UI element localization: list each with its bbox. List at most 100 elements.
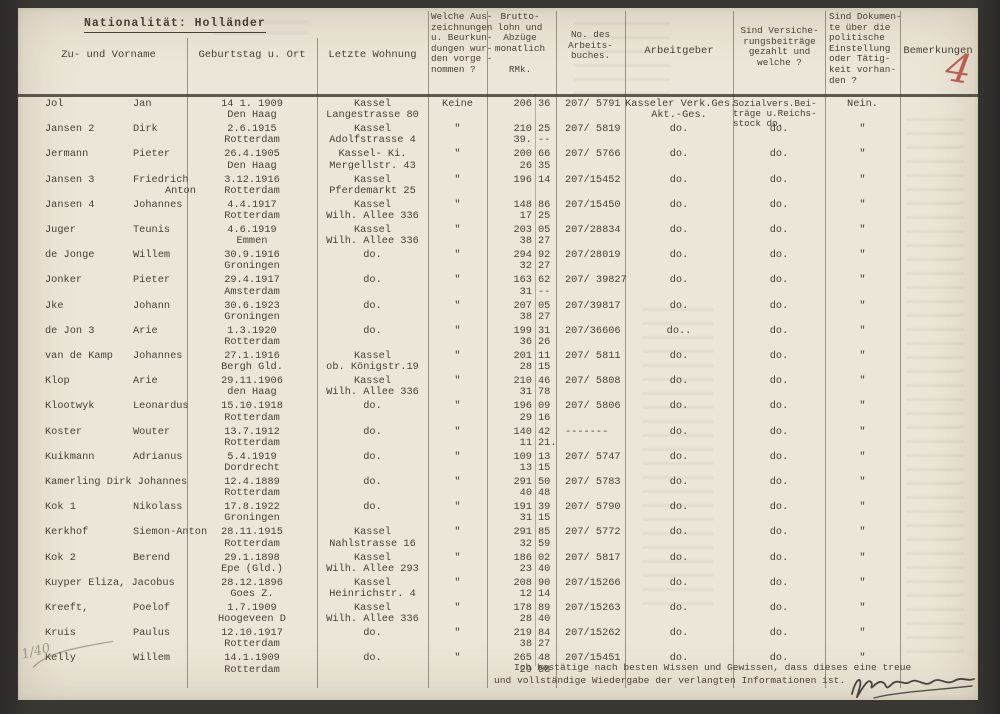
column-header-workbook: No. des Arbeits-buches. [568, 29, 613, 62]
surname: Koster [45, 425, 83, 438]
surname: Kuyper Eliza, Jacobus [45, 576, 175, 589]
documents-cell: " [859, 400, 866, 413]
employer-cell: do. [669, 198, 689, 211]
employer-cell: do. [669, 602, 689, 614]
insurance-cell: do. [769, 476, 789, 488]
column-header-documents: Sind Dokumen-te über die politische Einste… [829, 11, 902, 86]
award-cell: " [454, 551, 461, 564]
wage-cell: 196 09 29 16 [513, 400, 551, 424]
surname: Kerkhof [45, 526, 89, 539]
first-name: Nikolass [133, 501, 183, 514]
column-rule [825, 11, 826, 688]
table-row: Kuikmann Adrianus 5.4.1919 Dordrecht do. " 109… [18, 451, 978, 477]
documents-cell: " [859, 173, 866, 186]
table-row: Koster Wouter 13.7.1912 Rotterdam do. " 140 42 1… [18, 426, 978, 452]
award-cell: " [454, 576, 461, 589]
award-cell: " [454, 198, 461, 211]
residence-cell: Kassel Wilh. Allee 336 [326, 198, 419, 222]
birth-cell: 27.1.1916 Bergh Gld. [221, 350, 283, 374]
employer-cell: do. [669, 274, 689, 287]
residence-cell: do. [363, 627, 382, 640]
award-cell: " [454, 425, 461, 438]
first-name: Poelof [133, 602, 171, 614]
insurance-cell: do. [769, 551, 789, 564]
wage-cell: 201 11 28 15 [513, 350, 551, 374]
first-name: Wouter [133, 425, 171, 438]
birth-cell: 17.8.1922 Groningen [224, 501, 280, 525]
insurance-cell: do. [769, 425, 789, 438]
header-rule [18, 94, 978, 97]
workbook-cell: 207/15452 [565, 173, 621, 186]
birth-cell: 3.12.1916 Rotterdam [224, 173, 280, 197]
residence-cell: do. [363, 450, 382, 463]
first-name: Adrianus [133, 450, 183, 463]
workbook-cell: 207/39817 [565, 299, 621, 312]
employer-cell: Kasseler Verk.Ges. Akt.-Ges. [625, 98, 737, 122]
insurance-cell: do. [769, 400, 789, 413]
employer-cell: do. [669, 249, 689, 262]
workbook-cell: 207/ 5806 [565, 400, 621, 413]
insurance-cell: do. [769, 450, 789, 463]
bleed-through-smudge [574, 22, 670, 94]
certification-statement: Ich bestätige nach besten Wissen und Gew… [494, 661, 911, 687]
employer-cell: do. [669, 450, 689, 463]
wage-cell: 291 50 40 48 [513, 476, 551, 500]
first-name: Arie [133, 375, 158, 388]
workbook-cell: 207/ 39827 [565, 274, 627, 287]
first-name: Berend [133, 551, 171, 564]
insurance-cell: do. [769, 350, 789, 362]
wage-cell: 191 39 31 15 [513, 501, 551, 525]
employer-cell: do. [669, 123, 689, 136]
birth-cell: 30.9.1916 Groningen [224, 249, 280, 273]
page-title: Nationalität: Holländer [84, 17, 266, 33]
first-name: Johann [133, 299, 171, 312]
column-header-wage: Brutto-lohn und Abzüge monatlich RMk. [494, 11, 546, 75]
column-header-employer: Arbeitgeber [644, 45, 714, 57]
surname: de Jon 3 [45, 324, 95, 337]
award-cell: " [454, 627, 461, 640]
column-header-birth: Geburtstag u. Ort [198, 49, 306, 61]
wage-cell: 163 62 31 -- [513, 274, 551, 298]
table-row: Klootwyk Leonardus 15.10.1918 Rotterdam do. "… [18, 400, 978, 426]
residence-cell: Kassel Wilh. Allee 293 [326, 551, 419, 575]
workbook-cell: 207/ 5766 [565, 148, 621, 161]
birth-cell: 15.10.1918 Rotterdam [221, 400, 283, 424]
residence-cell: do. [363, 501, 382, 514]
documents-cell: " [859, 148, 866, 161]
employer-cell: do. [669, 148, 689, 161]
documents-cell: " [859, 224, 866, 236]
table-row: Jke Johann 30.6.1923 Groningen do. " 207 05 38 27… [18, 300, 978, 326]
birth-cell: 12.4.1889 Rotterdam [224, 476, 280, 500]
employer-cell: do. [669, 526, 689, 539]
birth-cell: 29.1.1898 Epe (Gld.) [221, 551, 283, 575]
table-row: Kuyper Eliza, Jacobus 28.12.1896 Goes Z. Ka… [18, 577, 978, 603]
column-header-residence: Letzte Wohnung [328, 49, 417, 61]
table-row: Klop Arie 29.11.1906 den Haag Kassel Wilh. Al… [18, 375, 978, 401]
residence-cell: Kassel Langestrasse 80 [326, 98, 419, 122]
table-row: Kok 1 Nikolass 17.8.1922 Groningen do. " 191 39… [18, 501, 978, 527]
employer-cell: do. [669, 224, 689, 236]
insurance-cell: do. [769, 148, 789, 161]
workbook-cell: 207/15266 [565, 576, 621, 589]
insurance-cell: do. [769, 299, 789, 312]
first-name: Willem [133, 249, 171, 262]
bleed-through-smudge [643, 308, 713, 608]
wage-cell: 219 84 38 27 [513, 627, 551, 651]
birth-cell: 30.6.1923 Groningen [224, 299, 280, 323]
surname: Kok 2 [45, 551, 76, 564]
workbook-cell: 207/ 5819 [565, 123, 621, 136]
employer-cell: do. [669, 400, 689, 413]
wage-subcolumn-rule [535, 94, 536, 666]
documents-cell: " [859, 324, 866, 337]
signature [851, 678, 975, 699]
surname: Kelly [45, 652, 76, 665]
residence-cell: Kassel Nahlstrasse 16 [329, 526, 416, 550]
first-name: Dirk [133, 123, 158, 136]
surname: van de Kamp [45, 350, 113, 362]
first-name: Teunis [133, 224, 171, 236]
residence-cell: do. [363, 324, 382, 337]
table-row: Jol Jan 14 1. 1909 Den Haag Kassel Langestras… [18, 98, 978, 129]
employer-cell: do. [669, 375, 689, 388]
employer-cell: do. [669, 576, 689, 589]
table-row: Jansen 4 Johannes 4.4.1917 Rotterdam Kassel W… [18, 199, 978, 225]
